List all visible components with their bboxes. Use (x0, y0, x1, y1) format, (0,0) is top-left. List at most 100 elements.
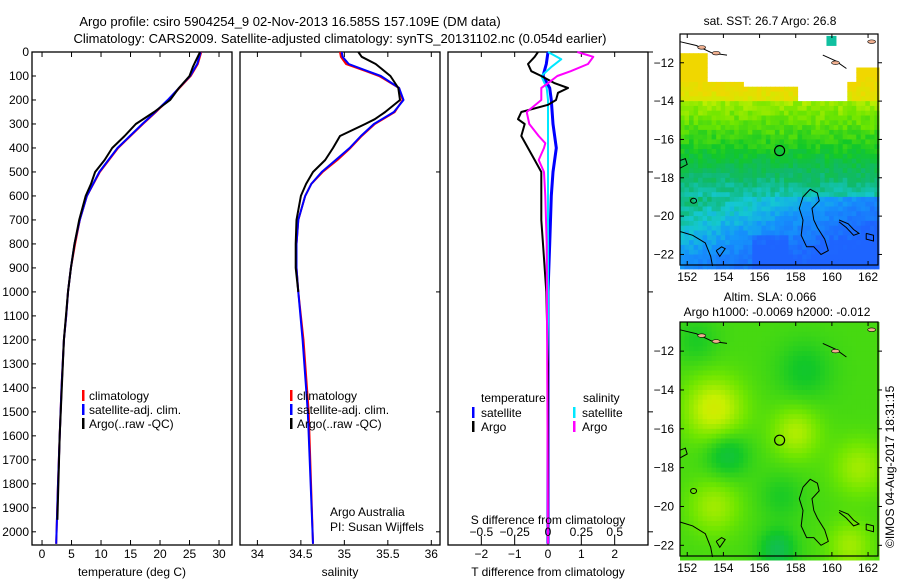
map-cell (833, 192, 839, 198)
map-cell (720, 375, 726, 381)
map-cell (756, 409, 762, 415)
map-cell (779, 351, 785, 357)
map-cell (833, 163, 839, 169)
map-cell (874, 482, 880, 488)
map-cell (797, 115, 803, 121)
map-cell (802, 336, 808, 343)
map-cell (838, 206, 844, 212)
map-cell (698, 216, 704, 222)
map-cell (874, 428, 880, 435)
map-cell (738, 380, 744, 386)
map-cell (684, 365, 690, 372)
map-cell (865, 409, 871, 415)
map-cell (779, 443, 785, 449)
map-cell (865, 230, 871, 236)
map-cell (874, 182, 880, 188)
map-cell (684, 516, 690, 522)
map-cell (716, 163, 722, 169)
map-cell (702, 341, 708, 347)
map-cell (802, 540, 808, 546)
map-cell (829, 192, 835, 198)
map-cell (793, 244, 799, 251)
map-cell (770, 110, 776, 117)
map-cell (806, 462, 812, 469)
map-cell (716, 144, 722, 150)
map-cell (698, 516, 704, 522)
map-cell (684, 115, 690, 121)
map-cell (765, 516, 771, 522)
series-line-s-satellite (540, 51, 563, 544)
map-cell (734, 206, 740, 212)
map-cell (820, 331, 826, 338)
map-cell (738, 375, 744, 381)
map-cell (761, 158, 767, 164)
map-cell (824, 462, 830, 469)
map-cell (734, 115, 740, 121)
map-cell (811, 477, 817, 483)
map-cell (784, 96, 790, 102)
map-cell (693, 550, 699, 556)
map-cell (765, 192, 771, 198)
map-cell (716, 322, 722, 328)
map-cell (743, 453, 749, 459)
map-cell (747, 496, 753, 503)
map-cell (815, 105, 821, 112)
map-cell (829, 201, 835, 208)
map-cell (752, 101, 758, 107)
map-cell (684, 153, 690, 160)
map-cell (842, 521, 848, 527)
map-cell (779, 375, 785, 381)
map-cell (725, 530, 731, 537)
map-cell (738, 521, 744, 527)
map-cell (747, 225, 753, 232)
map-cell (788, 91, 794, 97)
map-cell (711, 235, 717, 241)
map-cell (874, 125, 880, 131)
map-cell (774, 550, 780, 556)
map-cell (680, 414, 686, 420)
map-cell (865, 394, 871, 401)
map-cell (793, 149, 799, 155)
map-cell (820, 201, 826, 208)
map-cell (711, 244, 717, 251)
map-cell (752, 230, 758, 236)
map-cell (847, 326, 853, 333)
map-cell (680, 491, 686, 498)
map-cell (820, 105, 826, 112)
map-cell (743, 230, 749, 236)
map-cell (716, 192, 722, 198)
map-cell (684, 77, 690, 83)
map-cell (765, 206, 771, 212)
map-cell (788, 550, 794, 556)
map-cell (770, 139, 776, 145)
map-cell (860, 360, 866, 367)
map-cell (847, 462, 853, 469)
map-cell (756, 244, 762, 251)
map-cell (847, 101, 853, 107)
map-cell (774, 346, 780, 352)
map-cell (725, 336, 731, 343)
map-cell (815, 433, 821, 440)
map-cell (680, 525, 686, 532)
map-cell (833, 196, 839, 203)
map-cell (698, 482, 704, 488)
map-cell (702, 545, 708, 551)
map-cell (711, 144, 717, 150)
map-cell (815, 158, 821, 164)
map-cell (869, 390, 875, 396)
map-cell (793, 380, 799, 386)
map-cell (761, 438, 767, 444)
map-cell (743, 467, 749, 474)
map-cell (702, 555, 708, 561)
map-cell (707, 462, 713, 469)
map-cell (765, 414, 771, 420)
map-cell (797, 438, 803, 444)
map-cell (856, 336, 862, 343)
map-cell (747, 331, 753, 338)
map-cell (865, 414, 871, 420)
map-cell (874, 516, 880, 522)
map-cell (729, 86, 735, 93)
map-cell (851, 433, 857, 440)
map-cell (729, 201, 735, 208)
map-cell (747, 462, 753, 469)
